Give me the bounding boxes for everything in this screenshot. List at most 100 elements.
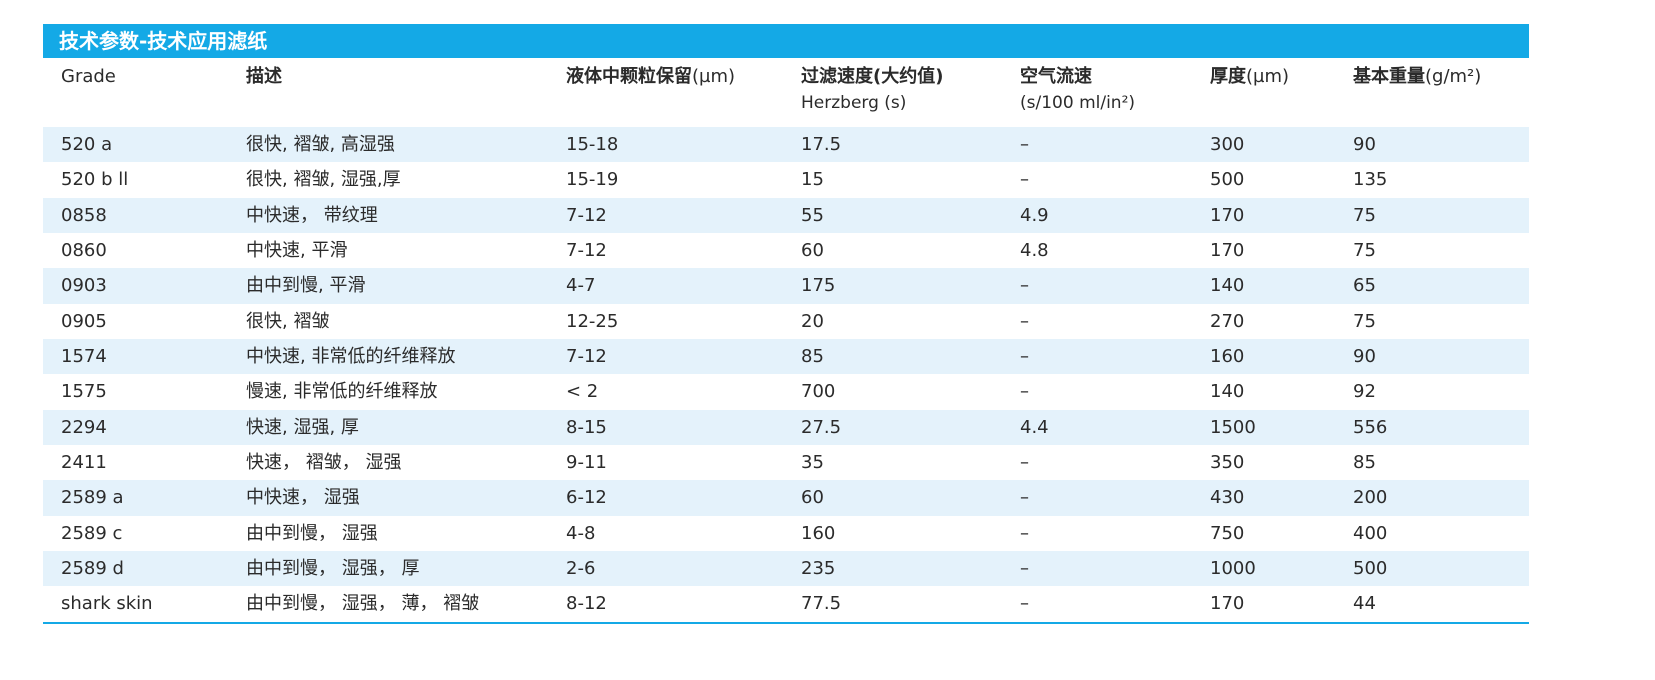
cell-description: 由中到慢, 平滑: [246, 275, 366, 297]
cell-air: –: [1020, 593, 1029, 615]
cell-grade: 0905: [61, 310, 107, 332]
cell-air: –: [1020, 557, 1029, 579]
cell-thickness: 350: [1210, 451, 1245, 473]
cell-air: –: [1020, 522, 1029, 544]
cell-speed: 700: [801, 381, 836, 403]
cell-description: 由中到慢， 湿强: [246, 522, 378, 544]
cell-weight: 400: [1353, 522, 1388, 544]
cell-grade: 0860: [61, 239, 107, 261]
cell-description: 慢速, 非常低的纤维释放: [246, 381, 438, 403]
cell-grade: 1574: [61, 345, 107, 367]
header-retention: 液体中颗粒保留(µm): [566, 64, 735, 90]
cell-description: 很快, 褶皱: [246, 310, 330, 332]
cell-grade: 2589 d: [61, 557, 124, 579]
cell-thickness: 270: [1210, 310, 1245, 332]
header-grade-label: Grade: [61, 66, 116, 87]
header-retention-label: 液体中颗粒保留: [566, 66, 692, 87]
table-row: 520 a 很快, 褶皱, 高湿强 15-18 17.5 – 300 90: [43, 127, 1529, 163]
cell-retention: 15-19: [566, 169, 619, 191]
cell-grade: 2589 a: [61, 487, 124, 509]
cell-weight: 90: [1353, 134, 1376, 155]
header-speed-label: 过滤速度(大约值): [801, 66, 944, 87]
cell-thickness: 160: [1210, 345, 1245, 367]
cell-speed: 160: [801, 522, 836, 544]
cell-retention: < 2: [566, 381, 599, 403]
header-speed: 过滤速度(大约值) Herzberg (s): [801, 64, 943, 116]
cell-air: –: [1020, 487, 1029, 509]
cell-grade: 520 a: [61, 134, 113, 155]
table-row: 2589 d 由中到慢， 湿强， 厚 2-6 235 – 1000 500: [43, 550, 1529, 587]
cell-thickness: 170: [1210, 239, 1245, 261]
table-row: 2589 a 中快速， 湿强 6-12 60 – 430 200: [43, 480, 1529, 516]
cell-description: 由中到慢， 湿强， 厚: [246, 557, 420, 579]
cell-speed: 85: [801, 345, 824, 367]
cell-retention: 7-12: [566, 204, 607, 226]
cell-air: –: [1020, 134, 1029, 155]
table-title: 技术参数-技术应用滤纸: [43, 24, 1529, 58]
cell-thickness: 500: [1210, 169, 1245, 191]
cell-air: –: [1020, 310, 1029, 332]
cell-weight: 65: [1353, 275, 1376, 297]
cell-description: 很快, 褶皱, 高湿强: [246, 134, 395, 155]
cell-retention: 7-12: [566, 345, 607, 367]
cell-weight: 85: [1353, 451, 1376, 473]
table-row: shark skin 由中到慢， 湿强， 薄， 褶皱 8-12 77.5 – 1…: [43, 586, 1529, 621]
cell-air: 4.8: [1020, 239, 1049, 261]
cell-thickness: 430: [1210, 487, 1245, 509]
cell-thickness: 140: [1210, 275, 1245, 297]
cell-description: 快速， 褶皱， 湿强: [246, 451, 402, 473]
cell-speed: 77.5: [801, 593, 842, 615]
cell-speed: 20: [801, 310, 824, 332]
cell-grade: 0903: [61, 275, 107, 297]
cell-weight: 500: [1353, 557, 1388, 579]
cell-thickness: 140: [1210, 381, 1245, 403]
cell-speed: 60: [801, 239, 824, 261]
cell-retention: 12-25: [566, 310, 619, 332]
cell-retention: 9-11: [566, 451, 607, 473]
header-retention-unit: (µm): [692, 66, 736, 87]
cell-weight: 92: [1353, 381, 1376, 403]
cell-speed: 60: [801, 487, 824, 509]
table-row: 2589 c 由中到慢， 湿强 4-8 160 – 750 400: [43, 516, 1529, 551]
cell-description: 快速, 湿强, 厚: [246, 416, 359, 438]
cell-description: 很快, 褶皱, 湿强,厚: [246, 169, 401, 191]
cell-retention: 8-15: [566, 416, 607, 438]
header-speed-sub: Herzberg (s): [801, 93, 907, 113]
cell-air: –: [1020, 345, 1029, 367]
header-thickness-unit: (µm): [1246, 66, 1290, 87]
cell-grade: 2589 c: [61, 522, 123, 544]
cell-speed: 55: [801, 204, 824, 226]
cell-description: 中快速， 湿强: [246, 487, 360, 509]
cell-speed: 235: [801, 557, 836, 579]
table-row: 0905 很快, 褶皱 12-25 20 – 270 75: [43, 304, 1529, 339]
header-air: 空气流速 (s/100 ml/in²): [1020, 64, 1135, 116]
cell-speed: 17.5: [801, 134, 842, 155]
cell-retention: 4-8: [566, 522, 596, 544]
cell-description: 中快速， 带纹理: [246, 204, 378, 226]
cell-speed: 175: [801, 275, 836, 297]
bottom-rule: [43, 621, 1529, 624]
cell-air: –: [1020, 275, 1029, 297]
cell-grade: 1575: [61, 381, 107, 403]
cell-weight: 556: [1353, 416, 1388, 438]
cell-weight: 75: [1353, 204, 1376, 226]
cell-grade: 2411: [61, 451, 107, 473]
cell-air: 4.4: [1020, 416, 1049, 438]
cell-thickness: 170: [1210, 593, 1245, 615]
table-row: 2294 快速, 湿强, 厚 8-15 27.5 4.4 1500 556: [43, 409, 1529, 445]
header-grade: Grade: [61, 64, 116, 90]
cell-weight: 200: [1353, 487, 1388, 509]
table-row: 0860 中快速, 平滑 7-12 60 4.8 170 75: [43, 233, 1529, 268]
table-row: 0858 中快速， 带纹理 7-12 55 4.9 170 75: [43, 197, 1529, 233]
header-weight-unit: (g/m²): [1425, 66, 1482, 87]
cell-air: –: [1020, 451, 1029, 473]
cell-speed: 35: [801, 451, 824, 473]
header-thickness-label: 厚度: [1210, 66, 1246, 87]
header-air-sub: (s/100 ml/in²): [1020, 93, 1136, 113]
cell-grade: 520 b ll: [61, 169, 129, 191]
table-row: 2411 快速， 褶皱， 湿强 9-11 35 – 350 85: [43, 445, 1529, 480]
header-row: Grade 描述 液体中颗粒保留(µm) 过滤速度(大约值) Herzberg …: [43, 58, 1529, 127]
cell-thickness: 1000: [1210, 557, 1256, 579]
header-weight-label: 基本重量: [1353, 66, 1425, 87]
cell-description: 由中到慢， 湿强， 薄， 褶皱: [246, 593, 480, 615]
